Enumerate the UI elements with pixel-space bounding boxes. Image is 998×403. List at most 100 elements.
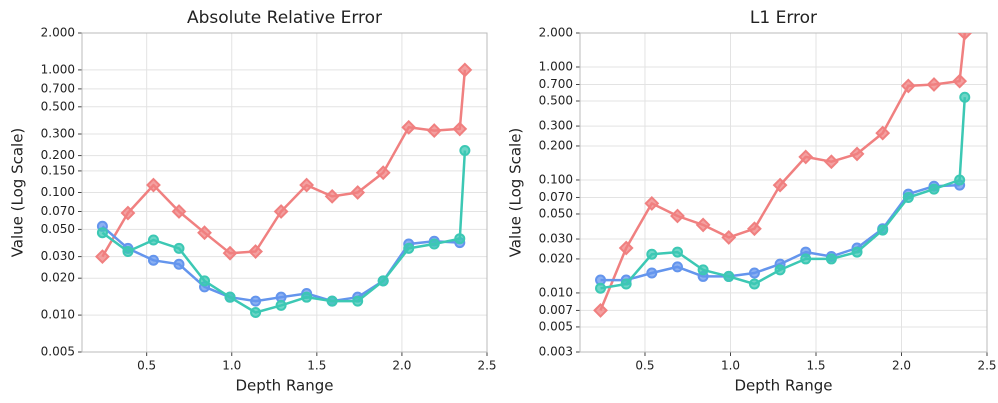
y-axis-label: Value (Log Scale): [9, 128, 27, 258]
marker: [147, 234, 159, 246]
marker: [957, 33, 973, 41]
marker: [171, 204, 187, 219]
chart-title: Absolute Relative Error: [187, 8, 382, 28]
marker: [593, 303, 608, 318]
marker: [122, 246, 134, 258]
y-tick-label: 0.070: [539, 190, 573, 204]
marker: [457, 62, 473, 78]
x-axis-label: Depth Range: [236, 377, 334, 395]
x-tick-label: 2.0: [392, 359, 411, 373]
marker: [723, 270, 735, 282]
marker: [877, 224, 889, 236]
marker: [250, 295, 262, 307]
marker: [250, 306, 262, 318]
marker: [671, 261, 683, 273]
marker: [695, 217, 711, 233]
x-tick-label: 2.5: [477, 359, 496, 373]
y-tick-label: 0.070: [41, 204, 75, 218]
marker: [146, 177, 161, 193]
marker: [248, 244, 263, 259]
marker: [851, 246, 863, 258]
plot-area: [95, 62, 473, 318]
y-tick-label: 0.700: [41, 81, 75, 95]
marker: [377, 275, 389, 287]
marker: [222, 245, 238, 261]
y-tick-label: 0.500: [41, 99, 75, 113]
y-tick-label: 0.700: [539, 77, 573, 91]
y-axis-label: Value (Log Scale): [507, 128, 525, 258]
y-tick-label: 0.005: [539, 319, 573, 333]
marker: [199, 275, 211, 287]
marker: [299, 177, 315, 193]
y-tick-label: 0.050: [539, 206, 573, 220]
marker: [618, 240, 634, 256]
marker: [721, 230, 737, 245]
marker: [747, 221, 762, 237]
series-line: [599, 33, 967, 311]
marker: [928, 183, 940, 195]
marker: [620, 278, 632, 290]
y-tick-label: 2.000: [539, 26, 573, 40]
marker: [849, 146, 865, 162]
plot-frame: [579, 32, 988, 353]
marker: [825, 253, 837, 265]
marker: [800, 253, 812, 265]
y-tick-label: 1.000: [539, 60, 573, 74]
marker: [823, 154, 839, 170]
marker: [401, 119, 417, 135]
x-tick-label: 1.0: [222, 359, 241, 373]
y-tick-label: 0.100: [41, 185, 75, 199]
chart-title: L1 Error: [750, 8, 817, 28]
marker: [902, 191, 914, 203]
series-line: [600, 97, 967, 290]
marker: [454, 233, 466, 245]
y-tick-label: 0.500: [539, 94, 573, 108]
y-tick-label: 0.030: [41, 249, 75, 263]
marker: [326, 295, 338, 307]
marker: [350, 185, 366, 200]
marker: [875, 125, 891, 141]
y-tick-label: 0.010: [41, 308, 75, 322]
marker: [452, 121, 468, 137]
x-tick-label: 0.5: [137, 359, 156, 373]
marker: [646, 267, 658, 279]
marker: [900, 78, 916, 94]
marker: [95, 249, 110, 265]
marker: [959, 91, 971, 103]
y-tick-label: 0.005: [41, 345, 75, 359]
marker: [426, 123, 442, 138]
x-tick-label: 1.0: [721, 359, 740, 373]
marker: [173, 258, 185, 270]
marker: [671, 246, 683, 258]
plot-frame: [81, 32, 488, 353]
series-line: [101, 69, 467, 258]
marker: [275, 299, 287, 311]
marker: [120, 205, 136, 221]
marker: [324, 188, 340, 204]
marker: [301, 291, 313, 303]
y-tick-label: 0.007: [539, 303, 573, 317]
marker: [459, 145, 471, 157]
x-tick-label: 2.5: [977, 359, 996, 373]
marker: [428, 238, 440, 250]
y-tick-label: 2.000: [41, 26, 75, 40]
y-tick-label: 0.030: [539, 232, 573, 246]
plot-area: [593, 33, 973, 318]
marker: [774, 264, 786, 276]
marker: [748, 278, 760, 290]
x-axis-label: Depth Range: [735, 377, 833, 395]
marker: [646, 248, 658, 260]
y-tick-label: 0.300: [539, 119, 573, 133]
y-tick-label: 0.010: [539, 285, 573, 299]
y-tick-label: 0.200: [41, 148, 75, 162]
marker: [954, 174, 966, 186]
y-tick-label: 0.200: [539, 138, 573, 152]
y-tick-label: 0.003: [539, 345, 573, 359]
marker: [352, 295, 364, 307]
marker: [197, 225, 212, 241]
x-tick-label: 1.5: [806, 359, 825, 373]
marker: [670, 208, 685, 224]
marker: [224, 291, 236, 303]
marker: [403, 242, 415, 254]
